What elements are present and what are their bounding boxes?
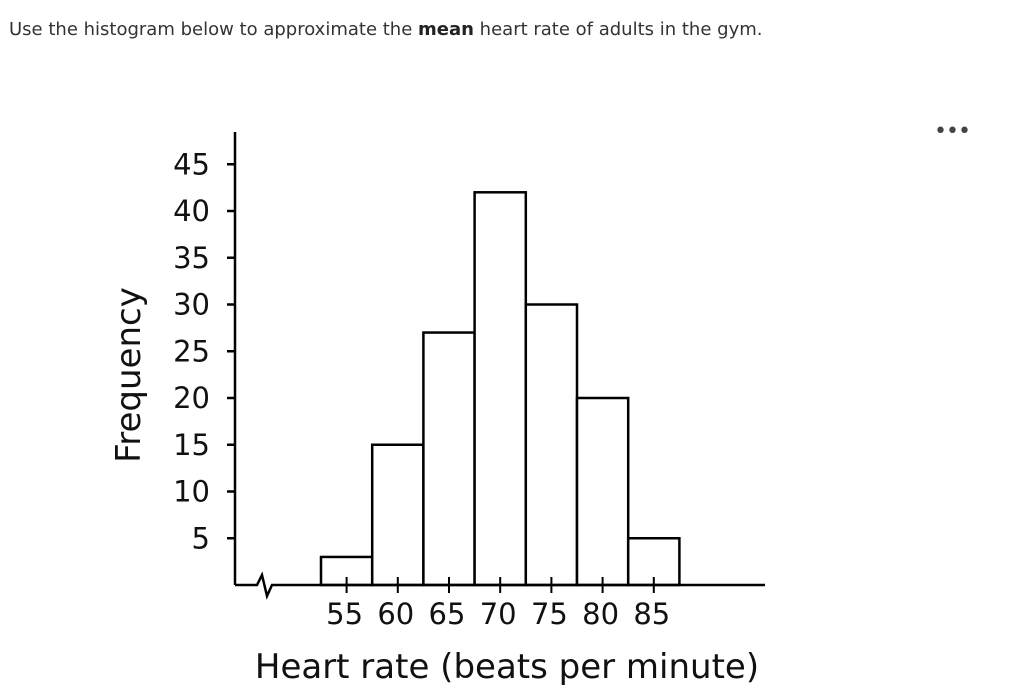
x-tick-label-60: 60: [377, 597, 414, 631]
y-tick-label-25: 25: [173, 334, 210, 368]
x-ticks-group: 55 60 65 70 75 80 85: [326, 577, 670, 631]
x-axis-line-with-break: [235, 571, 765, 600]
y-tick-label-20: 20: [173, 381, 210, 415]
bar-65: [422, 331, 476, 587]
more-options-icon[interactable]: •••: [934, 119, 971, 144]
y-tick-label-35: 35: [173, 241, 210, 275]
y-tick-label-5: 5: [192, 521, 210, 555]
y-tick-label-10: 10: [173, 475, 210, 509]
y-tick-label-30: 30: [173, 288, 210, 322]
x-axis-title: Heart rate (beats per minute): [255, 647, 759, 687]
axes-group: [233, 132, 765, 600]
x-tick-label-75: 75: [531, 597, 568, 631]
x-tick-label-80: 80: [582, 597, 619, 631]
y-tick-label-15: 15: [173, 428, 210, 462]
bar-60: [370, 443, 425, 587]
y-ticks-group: 5 10 15 20 25 30 35 40 45: [173, 147, 235, 555]
question-suffix: heart rate of adults in the gym.: [473, 19, 763, 40]
bar-70: [473, 191, 528, 587]
x-tick-label-55: 55: [326, 597, 363, 631]
bar-75: [524, 303, 579, 587]
y-tick-label-40: 40: [173, 194, 210, 228]
x-tick-label-70: 70: [480, 597, 517, 631]
question-emphasis: mean: [418, 19, 474, 40]
y-tick-label-45: 45: [173, 147, 210, 181]
x-tick-label-85: 85: [633, 597, 670, 631]
question-prefix: Use the histogram below to approximate t…: [9, 19, 419, 40]
x-tick-label-65: 65: [429, 597, 466, 631]
bars-group: [319, 191, 681, 587]
bar-80: [575, 396, 630, 587]
question-text: Use the histogram below to approximate t…: [9, 19, 762, 40]
y-axis-title: Frequency: [109, 287, 149, 463]
